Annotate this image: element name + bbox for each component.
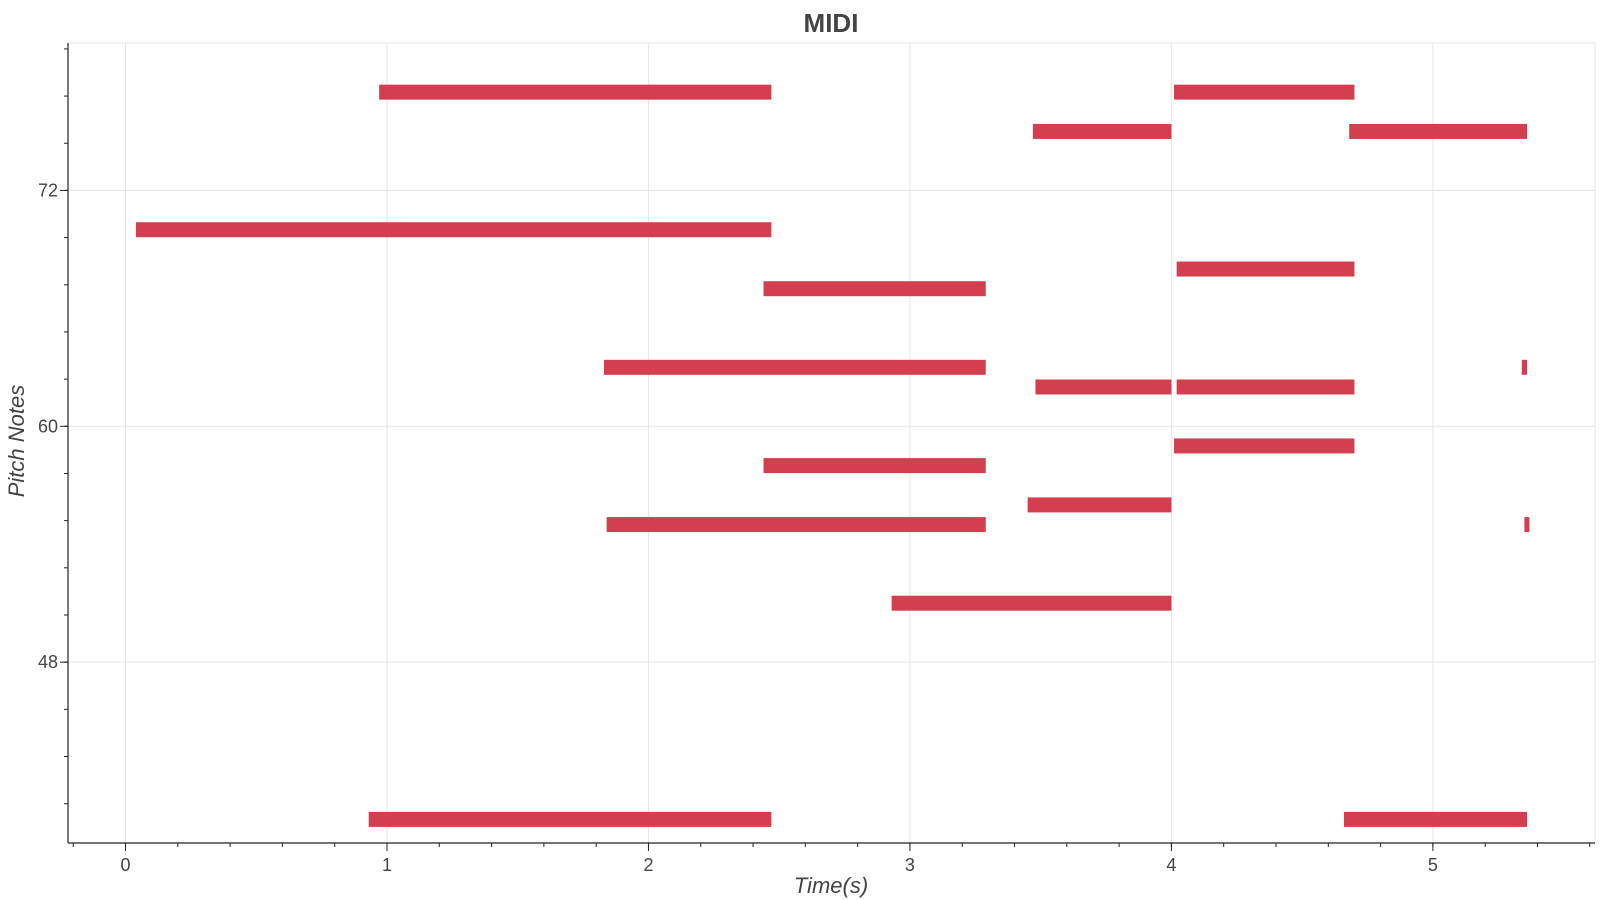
note-bar-3	[1349, 123, 1528, 139]
y-tick-label-2: 72	[38, 180, 58, 200]
note-bar-10	[1176, 379, 1355, 395]
axes: 0 1 2 3 4 5 48 60 72	[38, 43, 1595, 875]
grid-lines	[68, 42, 1596, 843]
note-bar-14	[606, 517, 986, 533]
chart-title: MIDI	[804, 8, 859, 38]
y-tick-label-0: 48	[38, 652, 58, 672]
note-bar-18	[1343, 811, 1528, 827]
note-bar-7	[604, 359, 986, 375]
x-tick-label-0: 0	[121, 855, 131, 875]
note-bar-2	[1032, 123, 1172, 139]
x-axis-label: Time(s)	[794, 873, 868, 898]
note-bar-9	[1035, 379, 1172, 395]
note-bar-0	[379, 84, 772, 100]
y-axis-label: Pitch Notes	[4, 385, 29, 498]
y-tick-label-1: 60	[38, 416, 58, 436]
note-bar-4	[135, 222, 772, 238]
note-bar-12	[763, 458, 986, 474]
note-bar-6	[763, 281, 986, 297]
x-tick-label-4: 4	[1166, 855, 1176, 875]
x-tick-label-1: 1	[382, 855, 392, 875]
note-bar-8	[1521, 359, 1528, 375]
note-bar-1	[1174, 84, 1355, 100]
x-tick-label-2: 2	[643, 855, 653, 875]
note-bar-11	[1174, 438, 1355, 454]
x-tick-label-5: 5	[1428, 855, 1438, 875]
note-bar-15	[1524, 517, 1530, 533]
note-bar-13	[1027, 497, 1172, 513]
note-bar-16	[891, 595, 1172, 611]
x-tick-label-3: 3	[905, 855, 915, 875]
note-bar-5	[1176, 261, 1355, 277]
note-bars	[135, 84, 1530, 827]
note-bar-17	[368, 811, 772, 827]
